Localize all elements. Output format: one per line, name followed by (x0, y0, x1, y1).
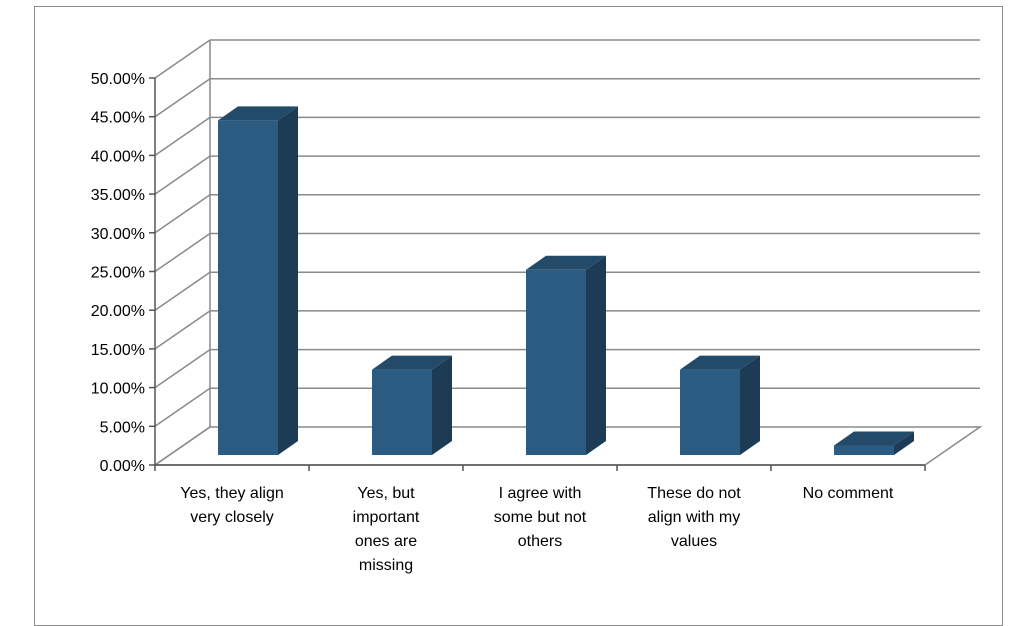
bar (680, 355, 760, 455)
y-tick-label: 25.00% (91, 265, 145, 282)
side-gridline (154, 39, 211, 79)
y-axis: 0.00% 5.00% 10.00% 15.00% 20.00% 25.00% 30.00%… (91, 71, 926, 475)
side-gridline (154, 194, 211, 234)
bar-side (740, 355, 760, 455)
side-gridline (154, 271, 211, 311)
y-tick-label: 0.00% (100, 458, 145, 475)
bar (372, 355, 452, 455)
bars (218, 106, 914, 456)
bar-chart: 0.00% 5.00% 10.00% 15.00% 20.00% 25.00% 30.00%… (91, 39, 983, 475)
bar-top (834, 431, 914, 446)
side-gridline (154, 78, 211, 118)
y-tick-label: 20.00% (91, 303, 145, 320)
x-tick-label: Yes, they align very closely (180, 485, 284, 526)
y-tick-label: 35.00% (91, 187, 145, 204)
y-tick-label: 10.00% (91, 381, 145, 398)
side-gridline (154, 310, 211, 350)
bar-top (526, 255, 606, 270)
x-tick-label: Yes, but important ones are missing (352, 485, 420, 574)
y-tick-label: 40.00% (91, 148, 145, 165)
gridlines (152, 39, 983, 466)
y-tick-label: 45.00% (91, 110, 145, 127)
x-tick-label: These do not align with my values (647, 485, 741, 550)
bar-top (372, 355, 452, 370)
bar-top (218, 106, 298, 121)
side-gridline (154, 348, 211, 389)
side-gridline (154, 155, 211, 195)
y-tick-label: 50.00% (91, 71, 145, 88)
bar (526, 255, 606, 455)
side-gridline (154, 232, 211, 273)
bar-front (680, 369, 740, 455)
bar-top (680, 355, 760, 370)
bar-front (526, 269, 586, 455)
bar (218, 106, 298, 456)
side-gridline (154, 387, 211, 427)
bar-side (432, 355, 452, 455)
side-gridline (154, 116, 211, 157)
y-tick-label: 30.00% (91, 226, 145, 243)
x-tick-label: I agree with some but not others (493, 485, 587, 550)
bar-side (586, 255, 606, 455)
bar-front (372, 369, 432, 455)
y-tick-label: 15.00% (91, 342, 145, 359)
bar (834, 431, 914, 455)
bar-side (278, 106, 298, 456)
chart-area (34, 6, 1003, 626)
bar-side (894, 431, 914, 455)
x-tick-label: No comment (802, 485, 894, 502)
y-tick-label: 5.00% (100, 419, 145, 436)
bar-front (218, 120, 278, 456)
bar-front (834, 445, 894, 455)
